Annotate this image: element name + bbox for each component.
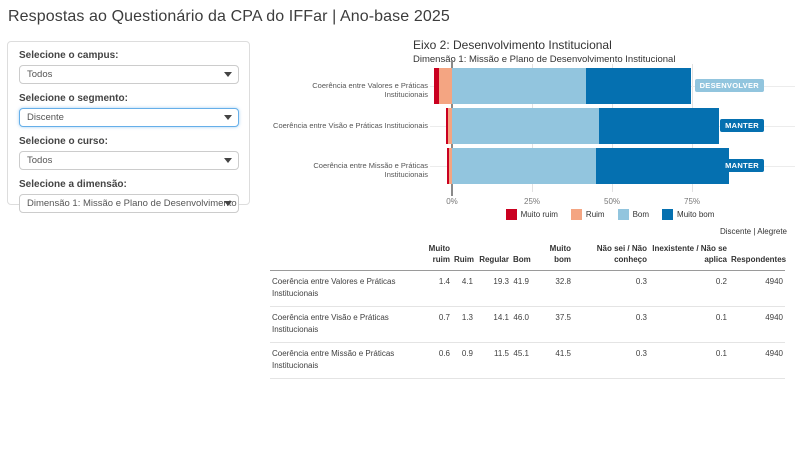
cell-muito-bom: 32.8 [531,270,573,307]
cell-muito-ruim: 0.7 [410,306,452,343]
cell-bom: 46.0 [511,306,531,343]
column-header-6: Não sei / Não conheço [573,242,649,271]
cell-regular: 19.3 [475,270,511,307]
status-badge-manter: MANTER [720,159,764,172]
column-header-2: Ruim [452,242,475,271]
table-header-row: Muito ruim Ruim Regular Bom Muito bom Não sei… [270,242,786,271]
filter-group-3: Selecione o curso: Todos [19,136,239,170]
bar-segment-bom[interactable] [452,148,597,184]
filter-sidebar: Selecione o campus: Todos Selecione o segm… [7,41,250,213]
filter-label-2: Selecione o segmento: [19,93,128,104]
cell-regular: 14.1 [475,306,511,343]
chevron-down-icon [224,72,232,77]
cell-ruim: 0.9 [452,342,475,379]
chevron-down-icon [224,158,232,163]
column-header-8: Respondentes [729,242,786,271]
bar-category-label: Coerência entre Visão e Práticas Institu… [273,121,428,130]
legend-swatch-icon [505,209,517,220]
column-header-5: Muito bom [531,242,573,271]
legend-item-ruim: Ruim [570,209,605,220]
filter-select-4[interactable]: Dimensão 1: Missão e Plano de Desenvolvi… [19,194,239,213]
status-badge-desenvolver: DESENVOLVER [694,79,764,92]
legend-item-bom: Bom [617,209,650,220]
cell-regular: 11.5 [475,342,511,379]
cell-respondentes: 4940 [729,306,785,343]
cell-inexistente-n-o-se-aplica: 0.1 [649,306,729,343]
cell-ruim: 4.1 [452,270,475,307]
column-header-4: Bom [511,242,531,271]
cell-inexistente-n-o-se-aplica: 0.2 [649,270,729,307]
chart-legend: Muito ruim Ruim Bom Muito bom [440,209,780,220]
legend-swatch-icon [662,209,674,220]
cell-muito-ruim: 0.6 [410,342,452,379]
row-label: Coerência entre Valores e Práticas Insti… [270,270,410,307]
legend-label: Ruim [585,210,605,219]
filter-group-4: Selecione a dimensão: Dimensão 1: Missão … [19,179,239,213]
cell-inexistente-n-o-se-aplica: 0.1 [649,342,729,379]
x-tick-75: 75% [683,197,701,206]
page-title: Respostas ao Questionário da CPA do IFFa… [8,8,450,25]
bar-segment-muito-ruim[interactable] [447,148,450,184]
filter-select-3[interactable]: Todos [19,151,239,170]
bar-segment-ruim[interactable] [438,68,452,104]
chevron-down-icon [224,201,232,206]
bar-category-label: Coerência entre Valores e Práticas Insti… [312,81,428,99]
cell-ruim: 1.3 [452,306,475,343]
cell-respondentes: 4940 [729,342,785,379]
filter-select-2[interactable]: Discente [19,108,239,127]
bar-segment-ruim[interactable] [449,148,452,184]
bar-segment-muito-ruim[interactable] [434,68,439,104]
cell-muito-bom: 41.5 [531,342,573,379]
cell-n-o-sei-n-o-conhe-o: 0.3 [573,342,649,379]
legend-swatch-icon [617,209,629,220]
chevron-down-icon [224,115,232,120]
filter-group-2: Selecione o segmento: Discente [19,93,239,127]
filter-select-1[interactable]: Todos [19,65,239,84]
legend-label: Muito ruim [520,210,558,219]
bar-segment-muito-bom[interactable] [599,108,720,144]
bar-category-label: Coerência entre Missão e Práticas Instit… [313,161,428,179]
row-label: Coerência entre Missão e Práticas Instit… [270,342,410,379]
bar-segment-muito-bom[interactable] [596,148,730,184]
table-row: Coerência entre Missão e Práticas Instit… [270,342,785,379]
column-header-1: Muito ruim [410,242,452,271]
results-table: Muito ruim Ruim Regular Bom Muito bom Não sei… [270,242,786,379]
cell-muito-ruim: 1.4 [410,270,452,307]
column-header-7: Inexistente / Não se aplica [649,242,729,271]
cell-muito-bom: 37.5 [531,306,573,343]
table-row: Coerência entre Visão e Práticas Institu… [270,306,785,343]
x-tick-50: 50% [603,197,621,206]
bar-segment-muito-bom[interactable] [586,68,692,104]
filter-label-3: Selecione o curso: [19,136,108,147]
bar-segment-muito-ruim[interactable] [445,108,448,144]
filter-label-1: Selecione o campus: [19,50,119,61]
cell-bom: 41.9 [511,270,531,307]
legend-item-muito-ruim: Muito ruim [505,209,558,220]
bar-segment-ruim[interactable] [447,108,452,144]
legend-label: Muito bom [677,210,715,219]
cell-n-o-sei-n-o-conhe-o: 0.3 [573,270,649,307]
row-label: Coerência entre Visão e Práticas Institu… [270,306,410,343]
chart-subtitle: Dimensão 1: Missão e Plano de Desenvolvi… [413,54,676,65]
status-badge-manter: MANTER [720,119,764,132]
column-header-empty [270,242,410,271]
filter-label-4: Selecione a dimensão: [19,179,127,190]
legend-swatch-icon [570,209,582,220]
table-row: Coerência entre Valores e Práticas Insti… [270,270,785,307]
chart-title: Eixo 2: Desenvolvimento Institucional [413,38,612,52]
cell-n-o-sei-n-o-conhe-o: 0.3 [573,306,649,343]
table-caption: Discente | Alegrete [719,227,787,236]
legend-item-muito-bom: Muito bom [662,209,714,220]
legend-label: Bom [632,210,650,219]
cell-bom: 45.1 [511,342,531,379]
bar-segment-bom[interactable] [452,68,587,104]
filter-group-1: Selecione o campus: Todos [19,50,239,84]
bar-segment-bom[interactable] [452,108,600,144]
cell-respondentes: 4940 [729,270,785,307]
column-header-3: Regular [475,242,511,271]
x-tick-25: 25% [523,197,541,206]
x-tick-0: 0% [446,197,458,206]
